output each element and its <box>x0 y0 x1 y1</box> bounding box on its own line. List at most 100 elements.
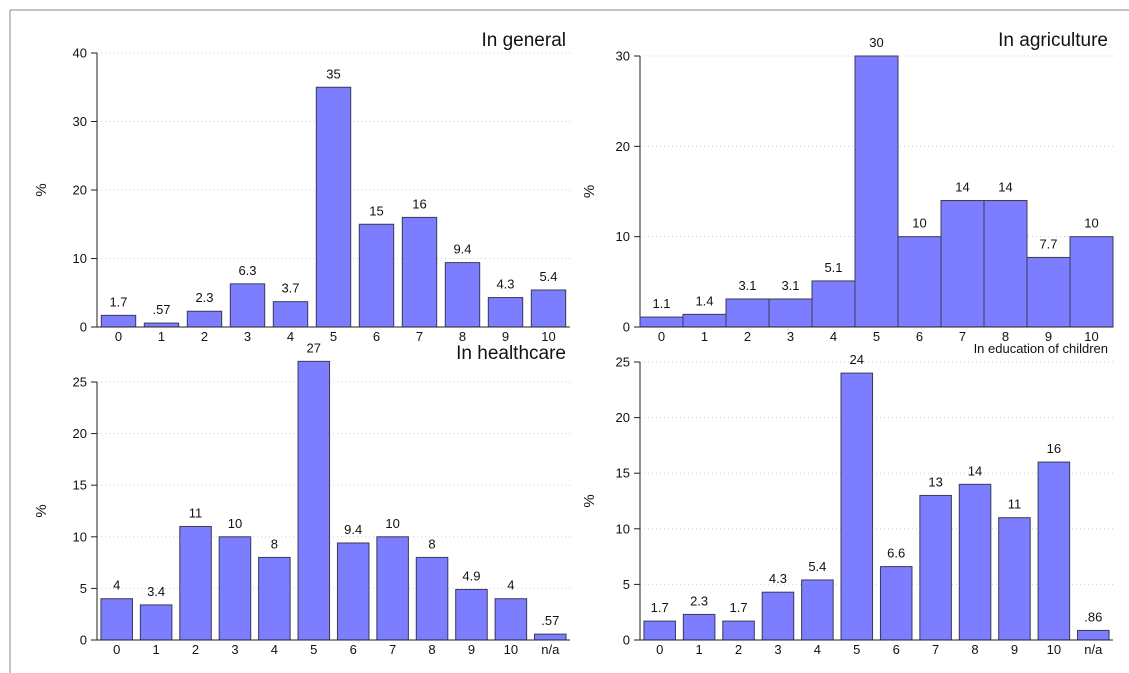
x-tick-label: 3 <box>787 329 794 344</box>
x-tick-label: 5 <box>330 329 337 344</box>
x-tick-label: 1 <box>696 642 703 657</box>
x-tick-label: 6 <box>916 329 923 344</box>
panel-3: 0510152025%403.41112103842759.46107884.9… <box>33 340 570 657</box>
x-tick-label: 7 <box>959 329 966 344</box>
bar-value-label: 8 <box>271 536 278 551</box>
x-tick-label: 3 <box>231 642 238 657</box>
bar-value-label: 4 <box>507 578 514 593</box>
bar-value-label: 5.4 <box>808 559 826 574</box>
bar-value-label: .57 <box>152 302 170 317</box>
bar-8 <box>415 556 449 641</box>
y-axis-label: % <box>33 183 50 196</box>
x-tick-label: 8 <box>1002 329 1009 344</box>
y-tick-label: 15 <box>616 466 630 481</box>
x-tick-label: 7 <box>416 329 423 344</box>
x-tick-label: 0 <box>113 642 120 657</box>
bar-7 <box>401 216 438 328</box>
bar-5 <box>297 360 331 641</box>
x-tick-label: 2 <box>192 642 199 657</box>
bar-value-label: 1.7 <box>730 600 748 615</box>
x-tick-label: 0 <box>115 329 122 344</box>
y-tick-label: 25 <box>73 375 87 390</box>
x-tick-label: 8 <box>971 642 978 657</box>
bar-value-label: 24 <box>850 352 864 367</box>
x-tick-label: 8 <box>459 329 466 344</box>
bar-value-label: 16 <box>412 196 426 211</box>
bar-10 <box>494 598 528 641</box>
panel-title: In general <box>481 30 566 51</box>
bar-6 <box>879 566 913 641</box>
x-tick-label: 2 <box>201 329 208 344</box>
bar-value-label: 15 <box>369 203 383 218</box>
bar-0 <box>639 316 684 328</box>
bar-3 <box>768 298 813 328</box>
bar-3 <box>218 536 252 641</box>
y-tick-label: 10 <box>73 251 87 266</box>
bar-2 <box>725 298 770 328</box>
x-tick-label: 9 <box>502 329 509 344</box>
bar-value-label: 3.1 <box>781 278 799 293</box>
x-tick-label: 9 <box>1011 642 1018 657</box>
x-tick-label: 0 <box>658 329 665 344</box>
x-tick-label: 8 <box>428 642 435 657</box>
y-tick-label: 0 <box>80 633 87 648</box>
bar-5 <box>854 55 899 328</box>
bar-n/a <box>534 633 567 641</box>
bar-1 <box>139 604 173 641</box>
bar-value-label: 6.6 <box>887 546 905 561</box>
bar-value-label: 6.3 <box>238 263 256 278</box>
x-tick-label: 4 <box>287 329 294 344</box>
x-tick-label: 5 <box>310 642 317 657</box>
bar-10 <box>1069 236 1114 328</box>
bar-value-label: 4.9 <box>462 568 480 583</box>
bar-3 <box>761 591 795 641</box>
bar-value-label: 10 <box>228 516 242 531</box>
bar-value-label: 10 <box>912 216 926 231</box>
x-tick-label: 1 <box>701 329 708 344</box>
x-tick-label: 2 <box>744 329 751 344</box>
x-tick-label: 2 <box>735 642 742 657</box>
bar-4 <box>258 556 291 641</box>
bar-6 <box>358 223 395 328</box>
y-tick-label: 25 <box>616 355 630 370</box>
bar-5 <box>840 372 874 641</box>
x-tick-label: n/a <box>541 642 560 657</box>
bar-6 <box>336 542 370 641</box>
bar-9 <box>455 588 488 641</box>
bar-value-label: 14 <box>968 463 982 478</box>
bar-2 <box>179 525 212 641</box>
bar-5 <box>315 86 352 328</box>
x-tick-label: 10 <box>1084 329 1098 344</box>
bar-value-label: .57 <box>541 613 559 628</box>
panel-1: 0 10 20 30 40% 1.7 0 .57 1 2.3 2 6.3 3 3.7 4 35 5 15 6 16 7 9… <box>33 30 570 344</box>
bar-value-label: 4 <box>113 578 120 593</box>
bar-value-label: 3.4 <box>147 584 165 599</box>
y-tick-label: 5 <box>80 581 87 596</box>
bar-value-label: 27 <box>307 340 321 355</box>
x-tick-label: 5 <box>873 329 880 344</box>
x-tick-label: 3 <box>774 642 781 657</box>
bar-7 <box>940 200 985 328</box>
x-tick-label: 3 <box>244 329 251 344</box>
bar-value-label: 8 <box>428 536 435 551</box>
x-tick-label: 0 <box>656 642 663 657</box>
y-tick-label: 40 <box>73 46 87 61</box>
bar-value-label: 13 <box>928 474 942 489</box>
y-tick-label: 20 <box>616 410 630 425</box>
bar-4 <box>801 579 834 641</box>
y-tick-label: 30 <box>73 114 87 129</box>
x-tick-label: 9 <box>468 642 475 657</box>
bar-1 <box>682 313 727 328</box>
bar-9 <box>487 297 524 328</box>
x-tick-label: 6 <box>893 642 900 657</box>
bar-8 <box>958 483 992 641</box>
y-tick-label: 15 <box>73 478 87 493</box>
bar-4 <box>811 280 856 328</box>
bar-value-label: 5.1 <box>824 260 842 275</box>
x-tick-label: 7 <box>932 642 939 657</box>
bar-value-label: 35 <box>326 66 340 81</box>
bar-value-label: 1.4 <box>695 293 713 308</box>
bar-value-label: 10 <box>1084 216 1098 231</box>
x-tick-label: 10 <box>504 642 518 657</box>
